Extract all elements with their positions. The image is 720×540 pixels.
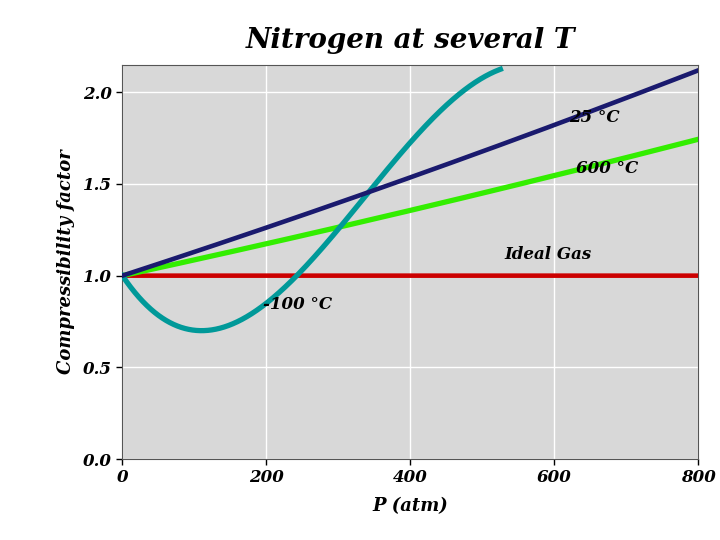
Title: Nitrogen at several T: Nitrogen at several T bbox=[246, 27, 575, 54]
Y-axis label: Compressibility factor: Compressibility factor bbox=[57, 150, 75, 374]
Text: Ideal Gas: Ideal Gas bbox=[504, 246, 591, 263]
X-axis label: P (atm): P (atm) bbox=[372, 497, 449, 516]
Text: 600 °C: 600 °C bbox=[576, 160, 638, 177]
Text: -100 °C: -100 °C bbox=[263, 296, 332, 313]
Text: 25 °C: 25 °C bbox=[569, 109, 619, 126]
